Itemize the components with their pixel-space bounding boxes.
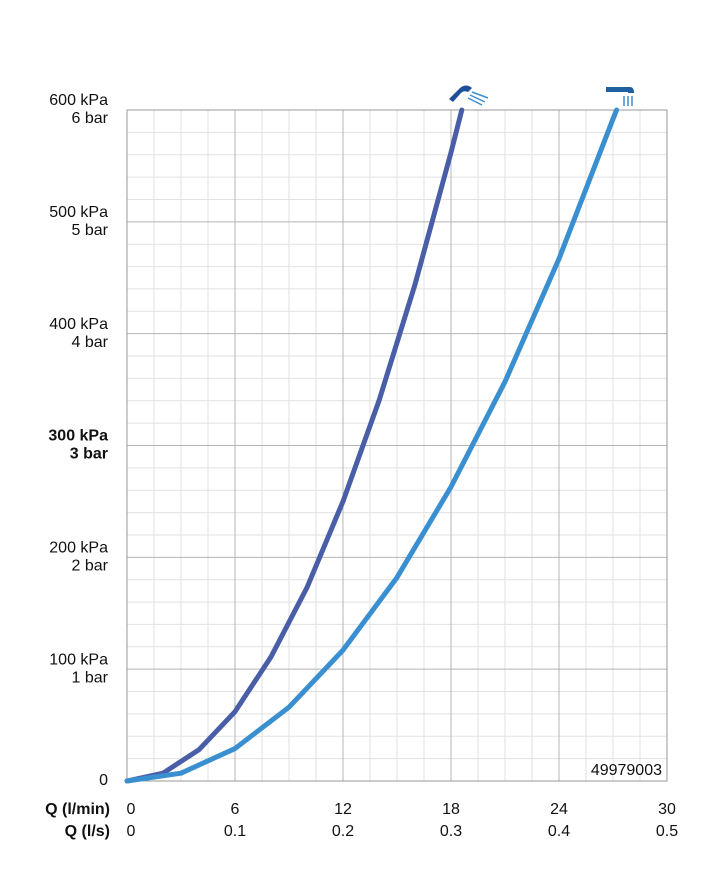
y-tick-label-bar: 2 bar [72,558,109,575]
y-tick-label: 400 kPa [49,316,108,333]
y-tick-label-bar: 3 bar [70,446,108,463]
x2-tick-label: 0.5 [656,823,678,840]
x-tick-label: 0 [127,801,136,818]
x-tick-label: 12 [334,801,352,818]
spout-icon [606,87,634,106]
x-tick-label: 18 [442,801,460,818]
x2-tick-label: 0 [127,823,136,840]
x2-axis-label: Q (l/s) [65,823,110,840]
x-axis-label: Q (l/min) [45,801,110,818]
y-tick-label: 500 kPa [49,204,108,221]
y-tick-label-bar: 6 bar [72,110,109,127]
x-tick-label: 6 [231,801,240,818]
x2-tick-label: 0.1 [224,823,246,840]
y-tick-label-bar: 5 bar [72,222,109,239]
curve [124,107,620,784]
y-tick-label: 600 kPa [49,92,108,109]
curve [124,107,465,784]
y-tick-label: 200 kPa [49,540,108,557]
x2-tick-label: 0.2 [332,823,354,840]
x2-tick-label: 0.3 [440,823,462,840]
y-tick-label: 300 kPa [48,428,108,445]
plot-frame [126,109,668,782]
x2-tick-label: 0.4 [548,823,570,840]
y-tick-label-bar: 1 bar [72,669,109,686]
y-tick-label-bar: 4 bar [72,334,109,351]
y-tick-label: 100 kPa [49,651,108,668]
annotation: 49979003 [591,762,662,779]
x-tick-label: 30 [658,801,676,818]
y-tick-label: 0 [99,772,108,789]
shower-head-icon [449,85,489,106]
x-tick-label: 24 [550,801,568,818]
